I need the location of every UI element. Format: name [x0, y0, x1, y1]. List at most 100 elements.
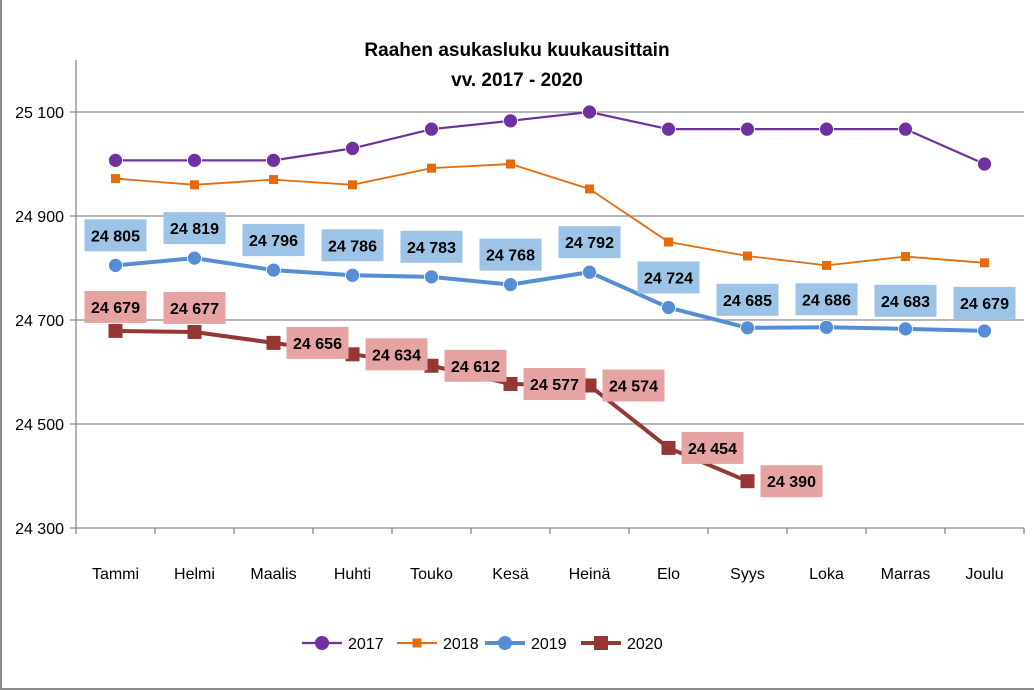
data-label: 24 819 [170, 221, 219, 238]
data-point-2020 [108, 323, 123, 338]
data-point-2017 [898, 121, 913, 137]
data-label-box [321, 229, 384, 262]
legend-marker [412, 638, 422, 648]
data-point-2017 [424, 121, 439, 137]
x-axis: Tammi Helmi Maalis Huhti Touko Kesä Heinä Elo Sy… [75, 528, 1025, 583]
data-point-2018 [111, 174, 120, 184]
data-label-box [602, 369, 665, 402]
y-axis: 24 300 24 500 24 700 24 900 25 100 [15, 60, 77, 538]
data-point-2017 [582, 104, 597, 120]
data-label: 24 685 [723, 293, 772, 310]
data-label: 24 796 [249, 233, 298, 250]
series-line-2018 [115, 163, 985, 267]
data-label-box [444, 349, 507, 382]
data-point-2019 [582, 264, 597, 280]
data-point-2018 [506, 159, 515, 169]
data-point-2019 [424, 269, 439, 285]
x-tick-label: Kesä [492, 566, 529, 583]
y-tick-label: 24 300 [15, 521, 64, 538]
data-point-2019 [503, 277, 518, 293]
data-point-2018 [190, 180, 199, 190]
series-line-2019 [115, 256, 985, 333]
data-label: 24 686 [802, 292, 851, 309]
legend-label: 2017 [348, 636, 384, 653]
legend-label: 2020 [627, 636, 663, 653]
data-label-box [84, 219, 147, 252]
legend-marker [594, 636, 608, 650]
series-line-2017 [115, 110, 985, 166]
data-point-2020 [266, 335, 281, 350]
data-label: 24 805 [91, 228, 140, 245]
data-point-2017 [661, 121, 676, 137]
data-label-box [795, 283, 858, 316]
y-tick-label: 24 700 [15, 313, 64, 330]
data-point-2018 [664, 237, 673, 247]
data-label-box [84, 290, 147, 323]
x-tick-label: Helmi [174, 566, 215, 583]
x-tick-label: Joulu [965, 566, 1003, 583]
series-2018 [111, 159, 989, 270]
data-point-2019 [187, 250, 202, 266]
y-tick-label: 25 100 [15, 105, 64, 122]
x-tick-label: Touko [410, 566, 453, 583]
data-label-box [400, 230, 463, 263]
data-label: 24 724 [644, 271, 693, 288]
data-point-2019 [740, 320, 755, 336]
legend-label: 2019 [531, 636, 567, 653]
data-point-2017 [977, 156, 992, 172]
data-label: 24 768 [486, 248, 535, 265]
data-point-2017 [503, 113, 518, 129]
data-labels: 24 805 24 819 24 796 24 786 24 783 24 768 24 7… [84, 212, 1016, 498]
chart-subtitle: vv. 2017 - 2020 [451, 70, 583, 91]
data-point-2020 [661, 440, 676, 455]
data-label-box [479, 238, 542, 271]
data-point-2018 [980, 258, 989, 268]
data-label: 24 679 [91, 300, 140, 317]
data-point-2018 [427, 163, 436, 173]
data-point-2020 [187, 324, 202, 339]
data-label: 24 679 [960, 296, 1009, 313]
legend-item-2017: 2017 [302, 636, 384, 653]
data-label: 24 677 [170, 301, 219, 318]
data-point-2020 [424, 358, 439, 373]
series-2017 [108, 104, 992, 172]
data-point-2019 [266, 262, 281, 278]
legend: 2017 2018 2019 2020 [302, 636, 663, 653]
data-point-2019 [345, 267, 360, 283]
data-label-box [163, 291, 226, 324]
data-point-2018 [822, 260, 831, 270]
data-label: 24 634 [372, 347, 421, 364]
legend-marker [498, 636, 512, 650]
data-point-2019 [661, 300, 676, 315]
data-label: 24 454 [688, 441, 737, 458]
data-label-box [365, 338, 428, 371]
data-point-2019 [977, 323, 992, 339]
x-tick-label: Syys [730, 566, 765, 583]
legend-marker [315, 636, 329, 650]
data-label-box [681, 431, 744, 464]
data-label: 24 612 [451, 359, 500, 376]
x-tick-label: Tammi [92, 566, 139, 583]
data-label: 24 390 [767, 474, 816, 491]
y-tick-label: 24 500 [15, 417, 64, 434]
data-label-box [874, 284, 937, 317]
data-point-2017 [108, 152, 123, 168]
x-tick-label: Maalis [250, 566, 296, 583]
data-point-2018 [348, 180, 357, 190]
data-point-2020 [345, 347, 360, 362]
x-tick-label: Huhti [334, 566, 371, 583]
data-label: 24 783 [407, 240, 456, 257]
data-label-box [637, 261, 700, 294]
data-label: 24 792 [565, 235, 614, 252]
x-tick-label: Elo [657, 566, 680, 583]
data-point-2019 [108, 257, 123, 273]
data-label-box [523, 367, 586, 400]
data-point-2017 [740, 121, 755, 137]
data-label-box [716, 283, 779, 316]
data-label-box [163, 212, 226, 245]
data-label: 24 574 [609, 379, 658, 396]
data-label: 24 786 [328, 238, 377, 255]
data-label: 24 577 [530, 377, 579, 394]
